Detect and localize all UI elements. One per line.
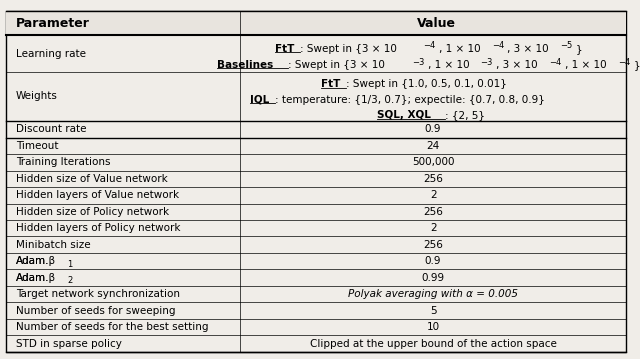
Text: Hidden layers of Value network: Hidden layers of Value network bbox=[16, 190, 179, 200]
Text: −4: −4 bbox=[492, 41, 504, 50]
Text: STD in sparse policy: STD in sparse policy bbox=[16, 339, 122, 349]
Text: 256: 256 bbox=[423, 207, 443, 217]
Text: : Swept in {3 × 10: : Swept in {3 × 10 bbox=[288, 60, 385, 70]
Text: Number of seeds for the best setting: Number of seeds for the best setting bbox=[16, 322, 208, 332]
Text: Value: Value bbox=[417, 17, 456, 30]
Text: 0.99: 0.99 bbox=[422, 273, 445, 283]
Bar bbox=[6, 11, 626, 36]
Text: Target network synchronization: Target network synchronization bbox=[16, 289, 180, 299]
Text: −5: −5 bbox=[561, 41, 573, 50]
Text: FtT: FtT bbox=[275, 44, 294, 53]
Text: }: } bbox=[634, 60, 640, 70]
Text: , 3 × 10: , 3 × 10 bbox=[497, 60, 538, 70]
Text: , 1 × 10: , 1 × 10 bbox=[428, 60, 469, 70]
Text: Training Iterations: Training Iterations bbox=[16, 157, 110, 167]
Text: , 1 × 10: , 1 × 10 bbox=[565, 60, 607, 70]
Text: −3: −3 bbox=[412, 58, 424, 67]
Text: , 1 × 10: , 1 × 10 bbox=[439, 44, 481, 53]
Text: Adam.: Adam. bbox=[16, 256, 49, 266]
Text: 2: 2 bbox=[430, 190, 436, 200]
Text: −4: −4 bbox=[423, 41, 435, 50]
Text: −3: −3 bbox=[481, 58, 493, 67]
Text: : Swept in {3 × 10: : Swept in {3 × 10 bbox=[300, 44, 397, 53]
Text: Adam.β: Adam.β bbox=[16, 256, 56, 266]
Text: Timeout: Timeout bbox=[16, 141, 58, 151]
Text: Weights: Weights bbox=[16, 92, 58, 102]
Text: 2: 2 bbox=[430, 223, 436, 233]
Text: 24: 24 bbox=[426, 141, 440, 151]
Text: , 3 × 10: , 3 × 10 bbox=[508, 44, 549, 53]
Text: Baselines: Baselines bbox=[216, 60, 273, 70]
Text: Adam.β: Adam.β bbox=[16, 273, 56, 283]
Text: Hidden size of Value network: Hidden size of Value network bbox=[16, 174, 168, 184]
Text: Clipped at the upper bound of the action space: Clipped at the upper bound of the action… bbox=[310, 339, 557, 349]
Text: SQL, XQL: SQL, XQL bbox=[377, 110, 431, 120]
Text: Number of seeds for sweeping: Number of seeds for sweeping bbox=[16, 306, 175, 316]
Text: −4: −4 bbox=[549, 58, 562, 67]
Text: Adam.: Adam. bbox=[16, 273, 49, 283]
Text: Hidden layers of Policy network: Hidden layers of Policy network bbox=[16, 223, 180, 233]
Text: 5: 5 bbox=[430, 306, 436, 316]
Text: Learning rate: Learning rate bbox=[16, 48, 86, 59]
Text: 500,000: 500,000 bbox=[412, 157, 454, 167]
Text: Parameter: Parameter bbox=[16, 17, 90, 30]
Text: −4: −4 bbox=[618, 58, 630, 67]
Text: 2: 2 bbox=[68, 276, 73, 285]
Text: : temperature: {1/3, 0.7}; expectile: {0.7, 0.8, 0.9}: : temperature: {1/3, 0.7}; expectile: {0… bbox=[275, 94, 545, 104]
Text: Polyak averaging with α = 0.005: Polyak averaging with α = 0.005 bbox=[348, 289, 518, 299]
Text: 256: 256 bbox=[423, 174, 443, 184]
Text: Minibatch size: Minibatch size bbox=[16, 240, 90, 250]
Text: FtT: FtT bbox=[321, 79, 340, 89]
Text: IQL: IQL bbox=[250, 94, 269, 104]
Text: Hidden size of Policy network: Hidden size of Policy network bbox=[16, 207, 169, 217]
Text: 256: 256 bbox=[423, 240, 443, 250]
Text: }: } bbox=[576, 44, 583, 53]
Text: 0.9: 0.9 bbox=[425, 256, 442, 266]
Text: : {2, 5}: : {2, 5} bbox=[445, 110, 485, 120]
Text: 1: 1 bbox=[68, 260, 73, 269]
Text: Discount rate: Discount rate bbox=[16, 125, 86, 134]
Text: 10: 10 bbox=[426, 322, 440, 332]
Text: 0.9: 0.9 bbox=[425, 125, 442, 134]
Text: : Swept in {1.0, 0.5, 0.1, 0.01}: : Swept in {1.0, 0.5, 0.1, 0.01} bbox=[346, 79, 506, 89]
